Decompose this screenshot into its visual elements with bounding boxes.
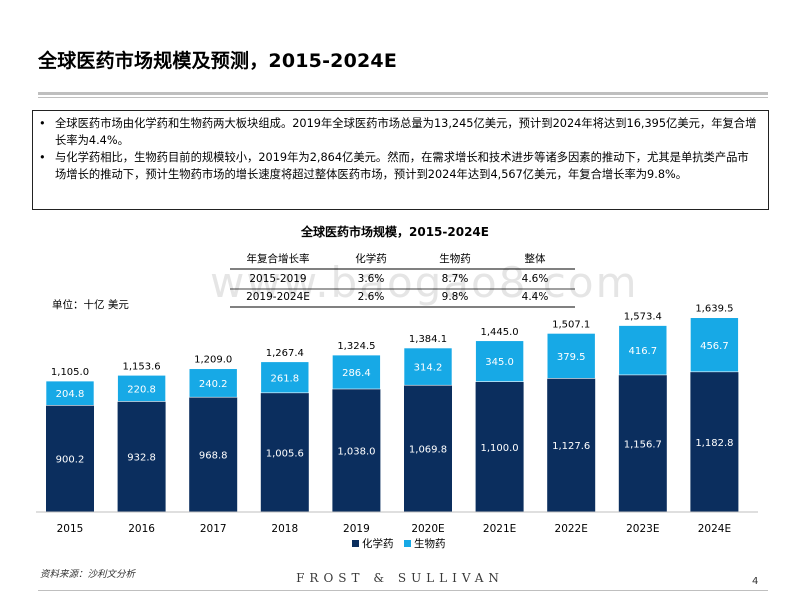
title-divider-thin <box>38 97 768 98</box>
title-divider <box>38 92 768 95</box>
label-biologic-2015: 204.8 <box>56 389 85 400</box>
cagr-cell-0-0: 2015-2019 <box>249 273 306 285</box>
x-tick-2020E: 2020E <box>411 523 444 535</box>
slide-title: 全球医药市场规模及预测，2015-2024E <box>38 50 398 72</box>
label-biologic-2017: 240.2 <box>199 379 228 390</box>
frost-sullivan-logo: FROST & SULLIVAN <box>296 571 504 585</box>
cagr-header-0: 年复合增长率 <box>247 252 310 265</box>
bar-biologic-2023E <box>618 325 668 376</box>
bar-biologic-2015 <box>45 380 95 406</box>
cagr-cell-1-3: 4.4% <box>522 291 549 303</box>
label-total-2016: 1,153.6 <box>123 361 161 372</box>
bar-chemical-2015 <box>46 405 94 512</box>
label-total-2020E: 1,384.1 <box>409 334 447 345</box>
bar-chemical-2019 <box>332 388 381 512</box>
cagr-cell-0-3: 4.6% <box>522 273 549 285</box>
watermark: www.baogao8.com <box>210 258 639 307</box>
label-biologic-2016: 220.8 <box>127 384 156 395</box>
bar-chemical-2022E <box>547 378 596 512</box>
label-total-2017: 1,209.0 <box>194 355 232 366</box>
x-tick-2015: 2015 <box>57 523 84 535</box>
bar-biologic-2022E <box>546 333 596 379</box>
label-total-2015: 1,105.0 <box>51 367 89 378</box>
bar-chemical-2024E <box>690 371 739 512</box>
cagr-cell-1-1: 2.6% <box>358 291 385 303</box>
unit-label: 单位：十亿 美元 <box>52 298 129 311</box>
label-chemical-2023E: 1,156.7 <box>624 439 662 450</box>
bar-biologic-2019 <box>332 354 381 390</box>
cagr-cell-1-2: 9.8% <box>442 291 469 303</box>
bar-biologic-2021E <box>475 340 524 382</box>
bar-biologic-2016 <box>117 374 166 402</box>
summary-box: 全球医药市场由化学药和生物药两大板块组成。2019年全球医药市场总量为13,24… <box>32 110 769 210</box>
label-chemical-2015: 900.2 <box>56 455 85 466</box>
cagr-cell-1-0: 2019-2024E <box>246 291 310 303</box>
cagr-header-3: 整体 <box>525 252 546 265</box>
x-tick-2016: 2016 <box>128 523 155 535</box>
label-biologic-2022E: 379.5 <box>557 352 586 363</box>
legend-swatch-chemical <box>352 540 359 547</box>
label-chemical-2022E: 1,127.6 <box>552 441 590 452</box>
bars-group: 900.2 204.8 1,105.0 932.8 220.8 1,153.6 968.8 2… <box>45 304 739 512</box>
cagr-header-2: 生物药 <box>439 252 471 265</box>
cagr-cell-0-2: 8.7% <box>442 273 469 285</box>
x-tick-2021E: 2021E <box>483 523 516 535</box>
bar-chemical-2021E <box>475 381 524 512</box>
legend-label-chemical: 化学药 <box>362 537 394 550</box>
label-chemical-2019: 1,038.0 <box>337 446 375 457</box>
bar-chemical-2020E <box>404 385 452 512</box>
cagr-header-1: 化学药 <box>355 252 387 265</box>
bar-biologic-2017 <box>188 368 238 398</box>
label-biologic-2020E: 314.2 <box>414 363 443 374</box>
bar-chemical-2023E <box>618 374 667 512</box>
chart-title: 全球医药市场规模，2015-2024E <box>300 224 489 239</box>
label-total-2024E: 1,639.5 <box>695 304 733 315</box>
x-tick-2017: 2017 <box>200 523 227 535</box>
label-biologic-2023E: 416.7 <box>628 346 657 357</box>
label-chemical-2017: 968.8 <box>199 451 228 462</box>
bar-biologic-2018 <box>260 361 310 394</box>
x-tick-2024E: 2024E <box>698 523 731 535</box>
label-total-2021E: 1,445.0 <box>481 327 519 338</box>
label-chemical-2020E: 1,069.8 <box>409 445 447 456</box>
legend: 化学药 生物药 <box>352 537 446 550</box>
label-total-2019: 1,324.5 <box>337 341 375 352</box>
label-total-2018: 1,267.4 <box>266 348 304 359</box>
page-number: 4 <box>752 576 759 587</box>
label-biologic-2024E: 456.7 <box>700 341 729 352</box>
summary-bullet: 与化学药相比，生物药目前的规模较小，2019年为2,864亿美元。然而，在需求增… <box>39 149 760 183</box>
label-chemical-2016: 932.8 <box>127 453 156 464</box>
label-total-2023E: 1,573.4 <box>624 312 662 323</box>
bar-biologic-2020E <box>403 347 453 386</box>
label-chemical-2024E: 1,182.8 <box>695 438 733 449</box>
footer-divider <box>38 590 768 591</box>
label-chemical-2018: 1,005.6 <box>266 448 304 459</box>
label-total-2022E: 1,507.1 <box>552 319 590 330</box>
bar-chemical-2016 <box>117 401 166 512</box>
bar-chemical-2018 <box>260 392 309 512</box>
summary-bullet: 全球医药市场由化学药和生物药两大板块组成。2019年全球医药市场总量为13,24… <box>39 115 760 149</box>
bar-biologic-2024E <box>690 317 739 373</box>
label-chemical-2021E: 1,100.0 <box>481 443 519 454</box>
label-biologic-2018: 261.8 <box>270 373 299 384</box>
label-biologic-2019: 286.4 <box>342 368 371 379</box>
legend-label-biologic: 生物药 <box>414 537 446 550</box>
x-tick-2018: 2018 <box>271 523 298 535</box>
source-note: 资料来源：沙利文分析 <box>40 569 136 580</box>
x-tick-2023E: 2023E <box>626 523 659 535</box>
cagr-cell-0-1: 3.6% <box>358 273 385 285</box>
cagr-table: 年复合增长率 化学药 生物药 整体 2015-2019 3.6% 8.7% 4.6% 2019-… <box>230 252 575 308</box>
x-tick-labels: 2015 2016 2017 2018 2019 2020E 2021E 2022E 2023E… <box>57 523 731 535</box>
x-tick-2022E: 2022E <box>555 523 588 535</box>
label-biologic-2021E: 345.0 <box>485 357 514 368</box>
legend-swatch-biologic <box>404 540 411 547</box>
x-tick-2019: 2019 <box>343 523 370 535</box>
bar-chemical-2017 <box>189 397 238 512</box>
